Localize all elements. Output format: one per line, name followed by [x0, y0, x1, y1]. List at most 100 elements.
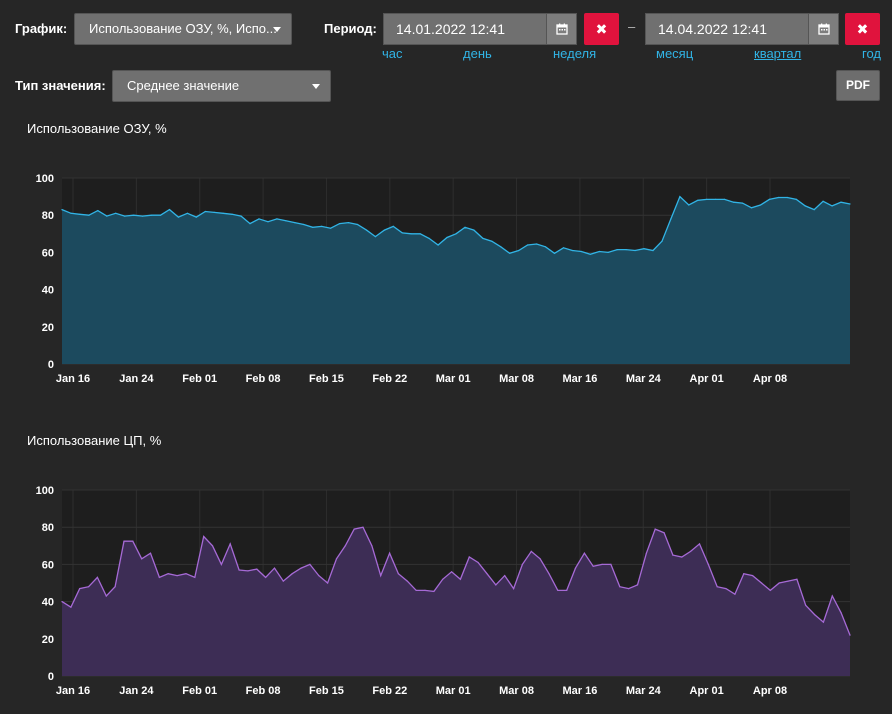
cpu-data-point: [796, 578, 798, 580]
cpu-x-tick-label: Feb 15: [309, 685, 344, 697]
cpu-data-point: [654, 528, 656, 530]
ram-data-point: [849, 203, 851, 205]
cpu-y-tick-label: 40: [42, 597, 54, 609]
period-link-day[interactable]: день: [463, 46, 492, 61]
ram-data-point: [115, 212, 117, 214]
cpu-data-point: [167, 573, 169, 575]
cpu-data-point: [628, 588, 630, 590]
cpu-data-point: [707, 563, 709, 565]
ram-data-point: [643, 248, 645, 250]
cpu-data-point: [424, 589, 426, 591]
ram-data-point: [741, 202, 744, 204]
value-type-label: Тип значения:: [15, 78, 106, 93]
chart-select[interactable]: Использование ОЗУ, %, Испо...: [74, 13, 292, 45]
ram-y-tick-label: 100: [36, 173, 54, 185]
date-from-input[interactable]: 14.01.2022 12:41: [383, 13, 546, 45]
cpu-data-point: [521, 563, 524, 565]
cpu-data-point: [105, 595, 107, 597]
ram-y-tick-label: 0: [48, 359, 54, 371]
cpu-data-point: [300, 567, 302, 569]
ram-x-tick-label: Feb 15: [309, 373, 344, 385]
ram-data-point: [464, 226, 466, 228]
cpu-data-point: [619, 586, 621, 588]
cpu-data-point: [814, 614, 816, 616]
ram-data-point: [61, 209, 63, 211]
ram-data-point: [168, 209, 171, 211]
cpu-data-point: [822, 621, 825, 623]
cpu-data-point: [459, 578, 461, 580]
date-to-clear-button[interactable]: ✖: [845, 13, 880, 45]
period-link-month[interactable]: месяц: [656, 46, 694, 61]
cpu-y-tick-label: 80: [42, 522, 54, 534]
period-link-week[interactable]: неделя: [553, 46, 597, 61]
cpu-y-tick-label: 60: [42, 559, 54, 571]
cpu-data-point: [194, 576, 196, 578]
pdf-export-button[interactable]: PDF: [836, 70, 880, 101]
cpu-data-point: [592, 565, 594, 567]
ram-series-area: [62, 196, 850, 364]
ram-usage-chart: 0 20 40 60 80 100 Jan 16 Jan 24 Feb 01 Feb 08 Feb …: [36, 173, 851, 385]
cpu-data-point: [574, 567, 577, 569]
cpu-data-point: [831, 595, 833, 597]
cpu-data-point: [442, 578, 444, 580]
ram-data-point: [70, 212, 72, 214]
ram-data-point: [222, 212, 224, 214]
cpu-data-point: [636, 584, 639, 586]
cpu-data-point: [88, 586, 90, 588]
ram-data-point: [374, 236, 376, 238]
ram-data-point: [446, 236, 448, 239]
cpu-data-point: [539, 558, 541, 560]
cpu-x-tick-label: Feb 01: [182, 685, 217, 697]
ram-data-point: [518, 249, 520, 252]
ram-data-point: [652, 249, 654, 252]
ram-y-tick-label: 60: [42, 247, 54, 259]
cpu-data-point: [778, 582, 780, 584]
cpu-data-point: [805, 604, 807, 606]
ram-data-point: [840, 201, 842, 203]
calendar-icon: [817, 23, 830, 35]
ram-data-point: [285, 220, 287, 222]
ram-x-tick-label: Apr 08: [753, 373, 787, 385]
date-to-calendar-button[interactable]: [808, 13, 839, 45]
cpu-data-point: [698, 543, 701, 545]
date-from-calendar-button[interactable]: [546, 13, 577, 45]
period-link-quarter[interactable]: квартал: [754, 46, 802, 61]
date-to-input[interactable]: 14.04.2022 12:41: [645, 13, 808, 45]
ram-data-point: [598, 250, 600, 253]
cpu-data-point: [787, 580, 789, 582]
cpu-data-point: [176, 575, 178, 577]
cpu-data-point: [256, 568, 258, 570]
ram-data-point: [159, 214, 162, 216]
ram-data-point: [133, 214, 135, 216]
ram-data-point: [330, 227, 332, 229]
period-link-year[interactable]: год: [862, 46, 881, 61]
period-link-hour[interactable]: час: [382, 46, 403, 61]
cpu-data-point: [477, 561, 479, 564]
cpu-data-point: [557, 589, 559, 591]
ram-data-point: [795, 198, 797, 200]
cpu-x-tick-label: Jan 24: [119, 685, 154, 697]
cpu-data-point: [247, 570, 249, 572]
cpu-data-point: [273, 567, 276, 569]
ram-data-point: [473, 229, 475, 231]
cpu-data-point: [725, 588, 727, 590]
cpu-y-tick-label: 20: [42, 634, 54, 646]
cpu-chart-title: Использование ЦП, %: [27, 433, 162, 448]
value-type-select[interactable]: Среднее значение: [112, 70, 331, 102]
date-from-clear-button[interactable]: ✖: [584, 13, 619, 45]
cpu-data-point: [672, 554, 674, 556]
cpu-data-point: [734, 593, 736, 595]
ram-x-tick-label: Mar 24: [626, 373, 662, 385]
ram-data-point: [365, 229, 368, 231]
cpu-x-tick-label: Mar 16: [562, 685, 597, 697]
cpu-data-point: [265, 576, 267, 578]
cpu-data-point: [371, 545, 373, 547]
cpu-data-point: [158, 576, 160, 578]
ram-data-point: [706, 198, 708, 200]
cpu-data-point: [61, 601, 63, 603]
ram-data-point: [562, 247, 565, 249]
cpu-data-point: [211, 545, 214, 547]
ram-data-point: [482, 237, 484, 239]
ram-data-point: [697, 199, 699, 201]
cpu-y-tick-label: 0: [48, 671, 54, 683]
